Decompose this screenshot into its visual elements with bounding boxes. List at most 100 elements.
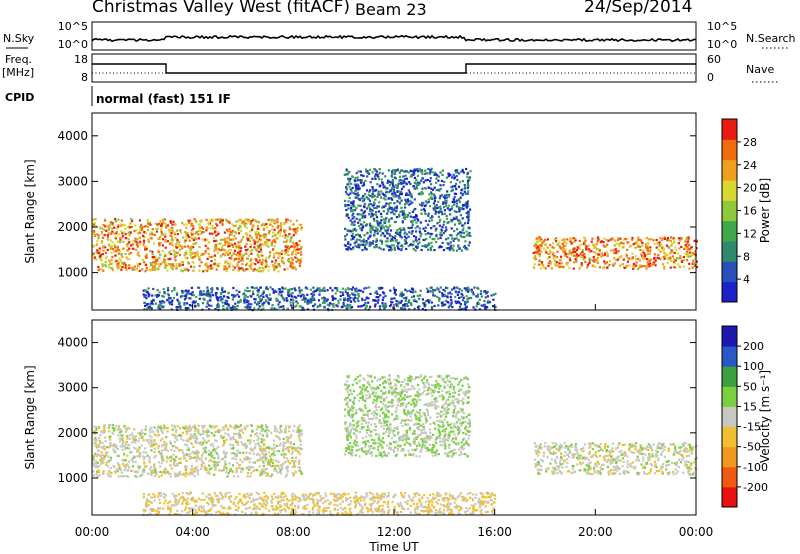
echo-cell [379, 230, 382, 233]
echo-cell [190, 468, 193, 471]
echo-cell [109, 442, 112, 445]
echo-cell [437, 211, 440, 214]
echo-cell [375, 296, 378, 299]
echo-cell [695, 260, 698, 263]
echo-cell [403, 239, 406, 242]
echo-cell [430, 167, 433, 170]
echo-cell [201, 429, 204, 432]
echo-cell [152, 443, 156, 446]
echo-cell [254, 468, 257, 471]
echo-cell [240, 267, 243, 270]
echo-cell [259, 243, 262, 246]
echo-cell [157, 294, 160, 297]
echo-cell [695, 266, 699, 269]
echo-cell [229, 438, 232, 441]
echo-cell [395, 206, 398, 209]
echo-cell [380, 226, 383, 230]
echo-cell [394, 210, 398, 213]
echo-cell [242, 293, 245, 296]
echo-cell [101, 240, 104, 243]
echo-cell [102, 431, 105, 434]
echo-cell [565, 242, 568, 245]
echo-cell [581, 251, 584, 254]
echo-cell [108, 430, 111, 433]
echo-cell [278, 290, 281, 294]
echo-cell [244, 458, 247, 461]
echo-cell [207, 221, 210, 224]
echo-cell [284, 287, 287, 290]
echo-cell [399, 169, 402, 172]
echo-cell [670, 249, 673, 252]
echo-cell [389, 202, 392, 205]
echo-cell [144, 433, 147, 436]
echo-cell [275, 299, 278, 302]
echo-cell [138, 219, 141, 222]
echo-cell [381, 302, 384, 305]
echo-cell [364, 307, 367, 310]
echo-cell [231, 470, 234, 473]
echo-cell [398, 215, 401, 218]
echo-cell [207, 253, 210, 256]
echo-cell [433, 171, 436, 174]
echo-cell [396, 231, 399, 234]
echo-cell [359, 170, 362, 173]
echo-cell [566, 261, 569, 264]
echo-cell [400, 206, 403, 209]
echo-cell [399, 229, 402, 232]
echo-cell [109, 424, 112, 427]
echo-cell [234, 302, 237, 305]
echo-cell [446, 190, 449, 193]
echo-cell [163, 468, 166, 471]
echo-cell [453, 286, 456, 289]
echo-cell [255, 234, 258, 237]
echo-cell [451, 247, 454, 250]
echo-cell [176, 238, 179, 241]
echo-cell [346, 292, 349, 295]
echo-cell [376, 229, 379, 233]
echo-cell [657, 257, 661, 260]
echo-cell [441, 292, 444, 295]
echo-cell [603, 237, 606, 240]
echo-cell [239, 240, 242, 243]
echo-cell [358, 224, 361, 227]
echo-cell [93, 231, 96, 234]
echo-cell [204, 249, 207, 253]
echo-cell [192, 243, 195, 246]
echo-cell [351, 288, 354, 291]
echo-cell [185, 233, 188, 236]
echo-cell [207, 291, 210, 294]
echo-cell [224, 239, 227, 242]
echo-cell [95, 465, 98, 468]
echo-cell [187, 261, 190, 264]
echo-cell [121, 445, 124, 448]
echo-cell [271, 260, 274, 263]
echo-cell [206, 269, 209, 273]
echo-cell [198, 432, 201, 435]
echo-cell [143, 236, 146, 239]
echo-cell [181, 294, 184, 297]
echo-cell [647, 261, 650, 264]
echo-cell [186, 429, 189, 432]
echo-cell [364, 299, 367, 302]
echo-cell [311, 294, 314, 297]
echo-cell [92, 230, 96, 233]
y-tick-label: 1000 [57, 266, 88, 280]
echo-cell [670, 260, 673, 263]
echo-cell [372, 190, 375, 193]
echo-cell [636, 245, 639, 248]
echo-cell [197, 286, 200, 289]
echo-cell [185, 471, 188, 474]
echo-cell [369, 305, 372, 308]
echo-cell [430, 183, 433, 186]
echo-cell [255, 286, 258, 289]
echo-cell [287, 441, 290, 444]
echo-cell [323, 301, 326, 304]
echo-cell [410, 226, 413, 229]
echo-cell [187, 235, 190, 239]
echo-cell [166, 269, 169, 272]
echo-cell [175, 446, 178, 449]
echo-cell [279, 231, 282, 234]
echo-cell [93, 256, 96, 259]
echo-cell [368, 199, 372, 202]
echo-cell [461, 204, 464, 207]
